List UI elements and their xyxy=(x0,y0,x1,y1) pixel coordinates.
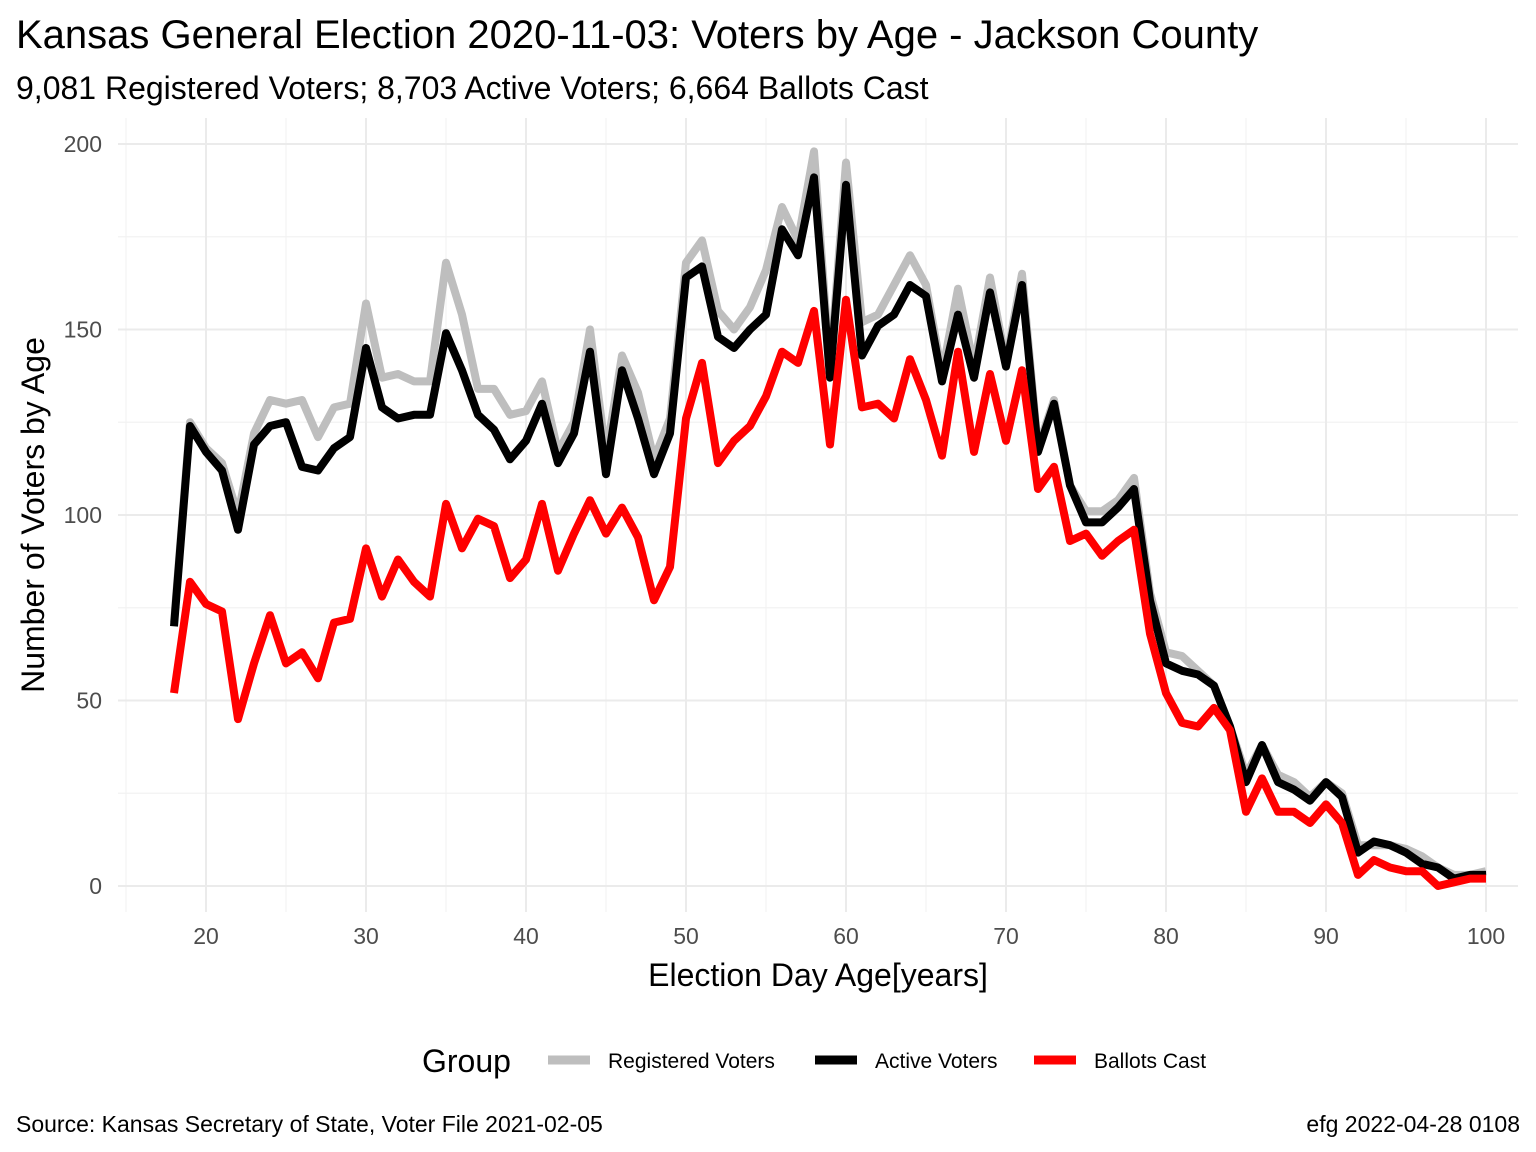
x-tick-label: 100 xyxy=(1467,923,1505,949)
credit-caption: efg 2022-04-28 0108 xyxy=(1306,1111,1520,1137)
y-tick-label: 200 xyxy=(64,131,102,157)
series-line-registered-voters xyxy=(170,147,1487,879)
source-caption: Source: Kansas Secretary of State, Voter… xyxy=(16,1111,603,1137)
x-axis-ticks: 20 30 40 50 60 70 80 90 100 xyxy=(193,923,1505,949)
x-tick-label: 40 xyxy=(513,923,539,949)
y-axis-ticks: 0 50 100 150 200 xyxy=(64,131,102,899)
legend-label: Registered Voters xyxy=(608,1050,775,1073)
x-axis-title: Election Day Age[years] xyxy=(648,957,988,993)
x-tick-label: 90 xyxy=(1313,923,1339,949)
y-tick-label: 0 xyxy=(89,873,102,899)
x-tick-label: 20 xyxy=(193,923,219,949)
y-tick-label: 100 xyxy=(64,502,102,528)
x-tick-label: 80 xyxy=(1153,923,1179,949)
series-line-active-voters xyxy=(170,173,1486,883)
x-tick-label: 50 xyxy=(673,923,699,949)
series-lines xyxy=(170,147,1487,890)
x-tick-label: 70 xyxy=(993,923,1019,949)
legend-label: Active Voters xyxy=(875,1050,998,1073)
y-axis-title: Number of Voters by Age xyxy=(15,337,51,693)
chart-subtitle: 9,081 Registered Voters; 8,703 Active Vo… xyxy=(16,70,929,106)
x-tick-label: 60 xyxy=(833,923,859,949)
legend-label: Ballots Cast xyxy=(1094,1050,1206,1073)
y-tick-label: 150 xyxy=(64,316,102,342)
legend-title: Group xyxy=(422,1043,511,1079)
legend: Group Registered Voters Active Voters Ball… xyxy=(422,1043,1206,1079)
chart-title: Kansas General Election 2020-11-03: Vote… xyxy=(16,13,1258,57)
legend-items: Registered Voters Active Voters Ballots Ca… xyxy=(548,1050,1206,1073)
series-line-ballots-cast xyxy=(170,295,1486,890)
y-tick-label: 50 xyxy=(76,688,102,714)
plot-area xyxy=(118,118,1518,912)
x-tick-label: 30 xyxy=(353,923,379,949)
